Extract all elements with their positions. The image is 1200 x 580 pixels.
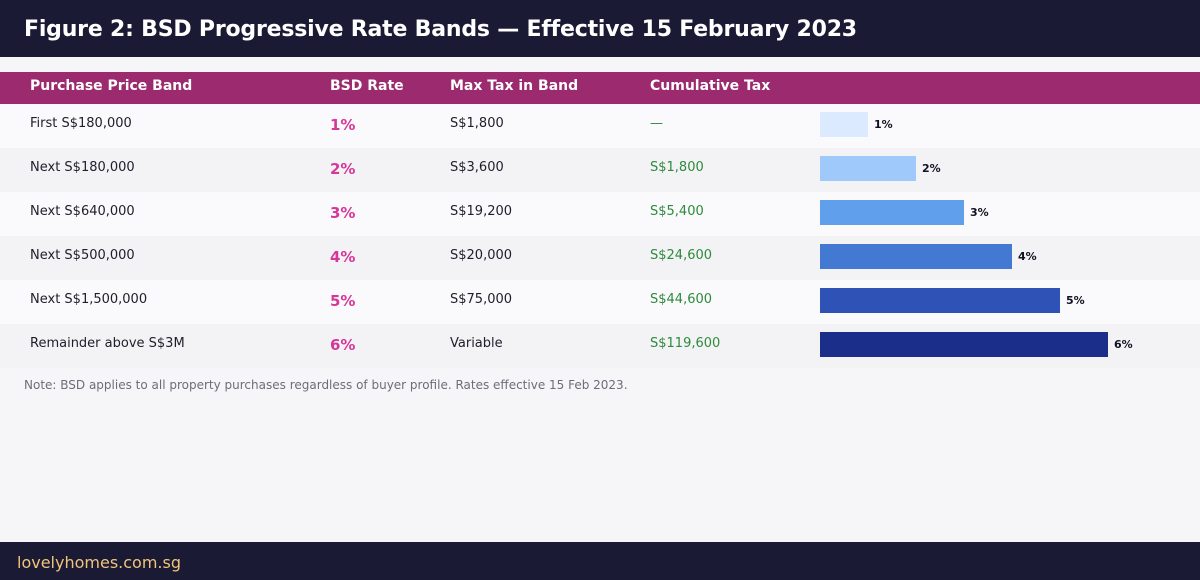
rate-bar [820,156,916,181]
table-row: Next S$640,000 3% S$19,200 S$5,400 3% [0,192,1200,236]
bar-area: 5% [820,280,1180,324]
table-header-row: Purchase Price Band BSD Rate Max Tax in … [0,72,1200,104]
rate-cell: 5% [330,292,356,310]
max-tax-cell: S$75,000 [450,292,513,307]
column-header-rate: BSD Rate [330,78,404,94]
band-cell: Next S$500,000 [30,248,135,263]
rate-cell: 4% [330,248,356,266]
column-header-max-tax: Max Tax in Band [450,78,579,94]
column-header-band: Purchase Price Band [30,78,193,94]
rate-cell: 1% [330,116,356,134]
cumulative-cell: S$1,800 [650,160,704,175]
table-row: Next S$500,000 4% S$20,000 S$24,600 4% [0,236,1200,280]
rate-bar [820,112,868,137]
band-cell: Next S$180,000 [30,160,135,175]
rate-cell: 6% [330,336,356,354]
bar-area: 2% [820,148,1180,192]
bar-area: 3% [820,192,1180,236]
cumulative-cell: S$119,600 [650,336,721,351]
max-tax-cell: S$19,200 [450,204,513,219]
cumulative-cell: S$24,600 [650,248,713,263]
footnote: Note: BSD applies to all property purcha… [24,378,628,392]
cumulative-cell: S$5,400 [650,204,704,219]
footer-bar: lovelyhomes.com.sg [0,542,1200,580]
rate-bar [820,288,1060,313]
rate-cell: 2% [330,160,356,178]
bar-value-label: 1% [874,118,893,131]
bar-area: 1% [820,104,1180,148]
cumulative-cell: S$44,600 [650,292,713,307]
bar-area: 4% [820,236,1180,280]
rate-bar [820,244,1012,269]
rate-bar [820,200,964,225]
table-row: Remainder above S$3M 6% Variable S$119,6… [0,324,1200,368]
band-cell: Remainder above S$3M [30,336,185,351]
column-header-cumulative: Cumulative Tax [650,78,771,94]
bar-value-label: 3% [970,206,989,219]
table-row: First S$180,000 1% S$1,800 — 1% [0,104,1200,148]
table-row: Next S$1,500,000 5% S$75,000 S$44,600 5% [0,280,1200,324]
max-tax-cell: Variable [450,336,503,351]
site-link[interactable]: lovelyhomes.com.sg [17,553,181,572]
bar-value-label: 2% [922,162,941,175]
page-title: Figure 2: BSD Progressive Rate Bands — E… [0,0,1200,57]
bar-value-label: 5% [1066,294,1085,307]
band-cell: Next S$1,500,000 [30,292,148,307]
bar-value-label: 6% [1114,338,1133,351]
bar-value-label: 4% [1018,250,1037,263]
max-tax-cell: S$3,600 [450,160,504,175]
cumulative-cell: — [650,116,663,131]
rate-band-table: Purchase Price Band BSD Rate Max Tax in … [0,72,1200,368]
rate-cell: 3% [330,204,356,222]
max-tax-cell: S$20,000 [450,248,513,263]
bar-area: 6% [820,324,1180,368]
table-row: Next S$180,000 2% S$3,600 S$1,800 2% [0,148,1200,192]
band-cell: First S$180,000 [30,116,132,131]
band-cell: Next S$640,000 [30,204,135,219]
rate-bar [820,332,1108,357]
max-tax-cell: S$1,800 [450,116,504,131]
